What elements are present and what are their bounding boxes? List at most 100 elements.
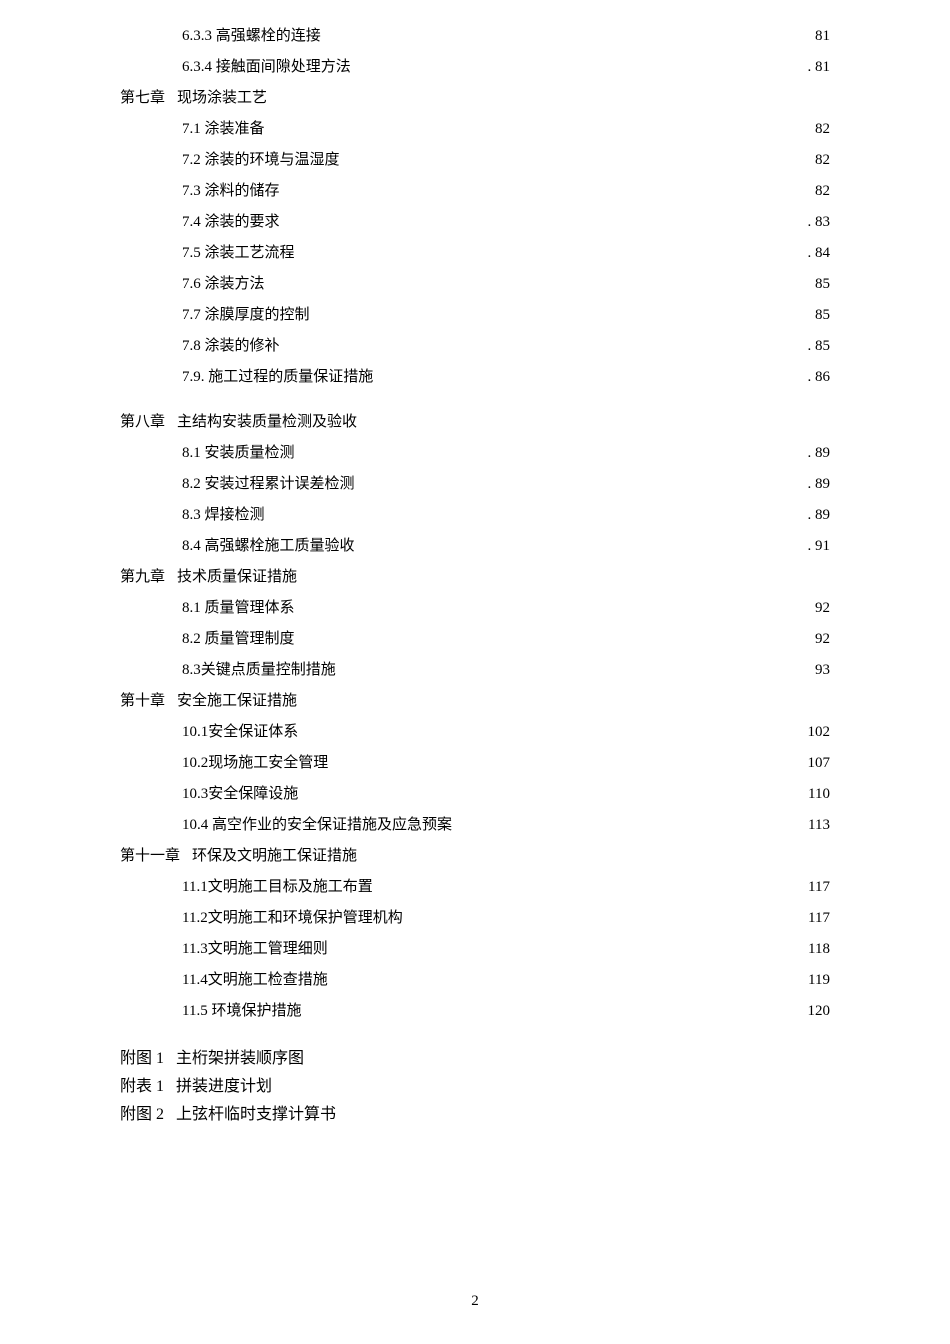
chapter-prefix: 第十一章 — [120, 844, 192, 865]
toc-entry: 10.1安全保证体系 102 — [120, 720, 830, 741]
toc-entry: 10.3安全保障设施 110 — [120, 782, 830, 803]
toc-entry: 8.1 质量管理体系 92 — [120, 596, 830, 617]
toc-label: 7.6 涂装方法 — [182, 272, 265, 293]
toc-label: 11.3文明施工管理细则 — [182, 937, 328, 958]
toc-label: 10.2现场施工安全管理 — [182, 751, 328, 772]
appendix-title: 主桁架拼装顺序图 — [176, 1050, 304, 1067]
toc-entry: 8.3 焊接检测 . 89 — [120, 503, 830, 524]
toc-entry: 8.2 安装过程累计误差检测 . 89 — [120, 472, 830, 493]
toc-page: 117 — [804, 879, 830, 896]
toc-label: 8.1 安装质量检测 — [182, 441, 295, 462]
toc-entry: 8.2 质量管理制度 92 — [120, 627, 830, 648]
toc-label: 11.1文明施工目标及施工布置 — [182, 875, 373, 896]
appendix-title: 拼装进度计划 — [176, 1078, 272, 1095]
toc-label: 10.3安全保障设施 — [182, 782, 298, 803]
toc-label: 7.9. 施工过程的质量保证措施 — [182, 365, 373, 386]
toc-page: 82 — [811, 183, 830, 200]
chapter-heading: 第八章主结构安装质量检测及验收 — [120, 410, 830, 431]
toc-page: . 85 — [804, 338, 831, 355]
toc-entry: 11.5 环境保护措施 120 — [120, 999, 830, 1020]
toc-label: 8.3 焊接检测 — [182, 503, 265, 524]
chapter-title: 环保及文明施工保证措施 — [192, 844, 357, 865]
chapter-title: 安全施工保证措施 — [177, 689, 297, 710]
chapter-prefix: 第十章 — [120, 689, 177, 710]
toc-entry: 8.1 安装质量检测 . 89 — [120, 441, 830, 462]
appendix-prefix: 附表 1 — [120, 1078, 176, 1095]
toc-entry: 7.1 涂装准备 82 — [120, 117, 830, 138]
toc-page: 82 — [811, 152, 830, 169]
appendix-entry: 附图 2上弦杆临时支撑计算书 — [120, 1100, 830, 1124]
toc-label: 8.2 质量管理制度 — [182, 627, 295, 648]
toc-label: 11.4文明施工检查措施 — [182, 968, 328, 989]
toc-page: 107 — [804, 755, 831, 772]
toc-entry: 6.3.3 高强螺栓的连接 81 — [120, 24, 830, 45]
toc-label: 7.8 涂装的修补 — [182, 334, 280, 355]
toc-page: . 89 — [804, 507, 831, 524]
toc-page: 119 — [804, 972, 830, 989]
chapter-title: 技术质量保证措施 — [177, 565, 297, 586]
toc-entry: 10.2现场施工安全管理 107 — [120, 751, 830, 772]
toc-page: . 83 — [804, 214, 831, 231]
toc-page: 85 — [811, 276, 830, 293]
toc-page: 93 — [811, 662, 830, 679]
toc-label: 6.3.3 高强螺栓的连接 — [182, 24, 321, 45]
appendix-entry: 附图 1主桁架拼装顺序图 — [120, 1044, 830, 1068]
toc-label: 8.4 高强螺栓施工质量验收 — [182, 534, 355, 555]
appendix-title: 上弦杆临时支撑计算书 — [176, 1106, 336, 1123]
toc-entry: 7.4 涂装的要求 . 83 — [120, 210, 830, 231]
toc-entry: 7.3 涂料的储存 82 — [120, 179, 830, 200]
chapter-heading: 第十章安全施工保证措施 — [120, 689, 830, 710]
toc-page: . 84 — [804, 245, 831, 262]
toc-entry: 11.3文明施工管理细则 118 — [120, 937, 830, 958]
toc-page: . 89 — [804, 476, 831, 493]
toc-page: 118 — [804, 941, 830, 958]
chapter-heading: 第十一章环保及文明施工保证措施 — [120, 844, 830, 865]
toc-entry: 7.5 涂装工艺流程 . 84 — [120, 241, 830, 262]
toc-entry: 11.1文明施工目标及施工布置 117 — [120, 875, 830, 896]
toc-container: 6.3.3 高强螺栓的连接 81 6.3.4 接触面间隙处理方法 . 81 第七章现场… — [120, 24, 830, 1124]
toc-label: 11.5 环境保护措施 — [182, 999, 301, 1020]
toc-entry: 11.4文明施工检查措施 119 — [120, 968, 830, 989]
page-number: 2 — [0, 1293, 950, 1310]
toc-page: 117 — [804, 910, 830, 927]
toc-label: 8.3关键点质量控制措施 — [182, 658, 336, 679]
toc-page: 81 — [811, 28, 830, 45]
toc-entry: 7.8 涂装的修补 . 85 — [120, 334, 830, 355]
toc-label: 10.4 高空作业的安全保证措施及应急预案 — [182, 813, 452, 834]
chapter-heading: 第七章现场涂装工艺 — [120, 86, 830, 107]
toc-entry: 11.2文明施工和环境保护管理机构 117 — [120, 906, 830, 927]
toc-page: 102 — [804, 724, 831, 741]
appendix-prefix: 附图 1 — [120, 1050, 176, 1067]
toc-entry: 7.9. 施工过程的质量保证措施 . 86 — [120, 365, 830, 386]
toc-label: 7.3 涂料的储存 — [182, 179, 280, 200]
toc-label: 6.3.4 接触面间隙处理方法 — [182, 55, 351, 76]
toc-page: 92 — [811, 631, 830, 648]
toc-entry: 6.3.4 接触面间隙处理方法 . 81 — [120, 55, 830, 76]
toc-label: 7.5 涂装工艺流程 — [182, 241, 295, 262]
vertical-gap — [120, 1030, 830, 1044]
toc-label: 11.2文明施工和环境保护管理机构 — [182, 906, 403, 927]
appendix-entry: 附表 1拼装进度计划 — [120, 1072, 830, 1096]
toc-label: 7.2 涂装的环境与温湿度 — [182, 148, 340, 169]
chapter-title: 主结构安装质量检测及验收 — [177, 410, 357, 431]
vertical-gap — [120, 396, 830, 410]
toc-page: . 89 — [804, 445, 831, 462]
toc-label: 7.1 涂装准备 — [182, 117, 265, 138]
toc-entry: 7.6 涂装方法 85 — [120, 272, 830, 293]
toc-label: 7.4 涂装的要求 — [182, 210, 280, 231]
chapter-prefix: 第八章 — [120, 410, 177, 431]
toc-page: 110 — [804, 786, 830, 803]
toc-entry: 10.4 高空作业的安全保证措施及应急预案 113 — [120, 813, 830, 834]
toc-entry: 8.4 高强螺栓施工质量验收 . 91 — [120, 534, 830, 555]
toc-page: . 81 — [804, 59, 831, 76]
toc-page: 113 — [804, 817, 830, 834]
chapter-prefix: 第九章 — [120, 565, 177, 586]
appendix-prefix: 附图 2 — [120, 1106, 176, 1123]
toc-page: . 86 — [804, 369, 831, 386]
toc-label: 8.1 质量管理体系 — [182, 596, 295, 617]
toc-entry: 7.7 涂膜厚度的控制 85 — [120, 303, 830, 324]
toc-page: 92 — [811, 600, 830, 617]
toc-entry: 7.2 涂装的环境与温湿度 82 — [120, 148, 830, 169]
toc-page: 82 — [811, 121, 830, 138]
toc-label: 10.1安全保证体系 — [182, 720, 298, 741]
